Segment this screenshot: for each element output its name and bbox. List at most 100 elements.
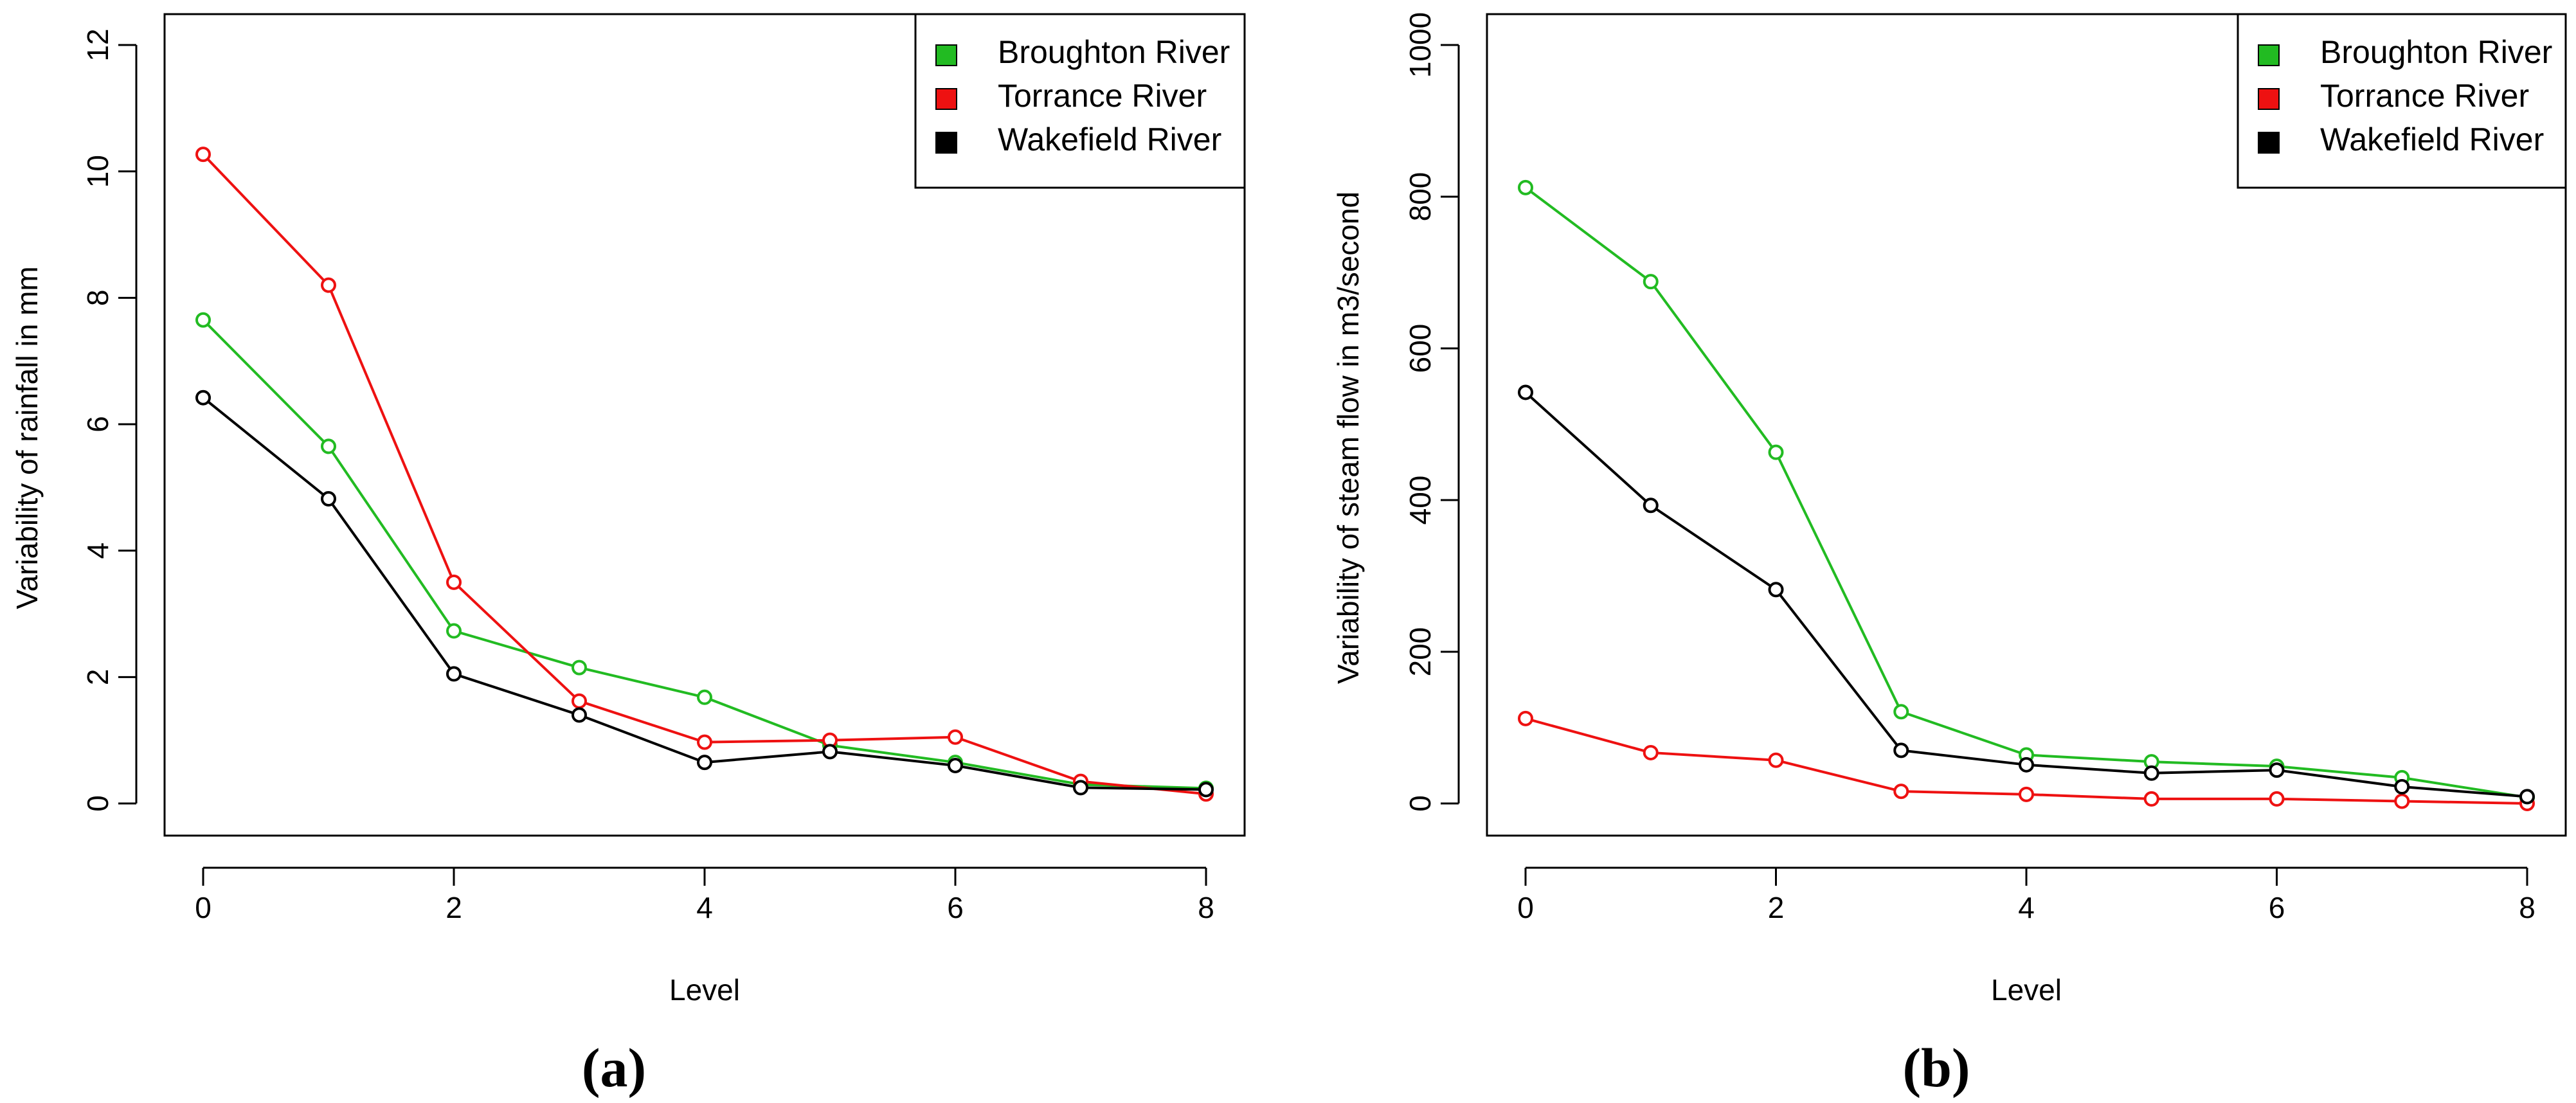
x-axis-label: Level: [669, 973, 740, 1007]
series-line: [1524, 186, 2528, 799]
data-point: [2394, 779, 2410, 795]
legend: Broughton River Torrance River Wakefield R…: [2237, 13, 2567, 189]
x-tick-label: 6: [2269, 891, 2285, 924]
y-tick-label: 10: [81, 155, 114, 188]
legend-swatch: [2258, 44, 2280, 66]
legend-swatch: [2258, 88, 2280, 110]
y-tick-label: 1000: [1403, 12, 1437, 78]
x-tick-label: 8: [2519, 891, 2535, 924]
data-point: [1643, 274, 1659, 290]
x-axis: 0 2 4 6 8: [195, 866, 1214, 924]
data-point: [948, 729, 963, 745]
y-axis-label: Variability of rainfall in mm: [10, 266, 44, 609]
data-point: [697, 734, 712, 750]
data-point: [195, 390, 211, 406]
y-tick-label: 0: [1403, 795, 1437, 812]
data-point: [572, 659, 587, 676]
data-point: [1643, 498, 1659, 514]
legend-label: Wakefield River: [998, 121, 1221, 157]
data-point: [2019, 757, 2034, 773]
legend-swatch: [2258, 132, 2280, 154]
x-axis-label: Level: [1991, 973, 2062, 1007]
data-point: [321, 491, 336, 507]
legend-label: Torrance River: [998, 78, 1207, 114]
y-tick-label: 800: [1403, 172, 1437, 222]
y-tick-label: 8: [81, 290, 114, 307]
data-point: [1893, 784, 1909, 800]
x-tick-label: 2: [446, 891, 462, 924]
x-tick-label: 2: [1768, 891, 1785, 924]
data-point: [2143, 791, 2159, 807]
data-point: [1643, 744, 1659, 760]
legend-swatch: [935, 88, 957, 110]
data-point: [446, 666, 462, 682]
series-line: [202, 319, 1207, 790]
data-point: [321, 438, 336, 454]
data-point: [2519, 789, 2535, 805]
data-point: [1518, 710, 1533, 726]
legend: Broughton River Torrance River Wakefield R…: [914, 13, 1246, 189]
legend-label: Torrance River: [2320, 78, 2529, 114]
legend-swatch: [935, 44, 957, 66]
legend-label: Broughton River: [998, 34, 1230, 70]
data-point: [572, 693, 587, 709]
panel-label: (a): [582, 1037, 646, 1099]
x-tick-label: 0: [195, 891, 212, 924]
legend-box: [914, 13, 1246, 189]
series-broughton-river: [1518, 179, 2535, 805]
data-point: [195, 312, 211, 328]
y-axis: 0 2 4 6 8 10 12: [81, 28, 138, 812]
panel-label: (b): [1902, 1037, 1970, 1099]
legend-swatch: [935, 132, 957, 154]
y-tick-label: 200: [1403, 627, 1437, 677]
y-tick-label: 2: [81, 669, 114, 686]
legend-label: Wakefield River: [2320, 121, 2544, 157]
y-tick-label: 600: [1403, 324, 1437, 373]
chart-b: 0 2 4 6 8 Level 0 200 400 600 800 1000 Variability o…: [1331, 12, 2567, 1099]
data-point: [1518, 384, 1533, 400]
data-point: [1518, 179, 1533, 195]
x-tick-label: 4: [2018, 891, 2035, 924]
y-tick-label: 0: [81, 795, 114, 812]
series-wakefield-river: [1518, 384, 2535, 805]
data-point: [2269, 791, 2285, 807]
data-point: [1198, 782, 1214, 798]
data-point: [2269, 762, 2285, 778]
x-axis: 0 2 4 6 8: [1517, 866, 2535, 924]
x-tick-label: 0: [1517, 891, 1534, 924]
data-point: [1768, 582, 1784, 598]
data-point: [446, 574, 462, 590]
series-line: [202, 397, 1207, 791]
data-point: [1893, 742, 1909, 758]
chart-a: 0 2 4 6 8 Level 0 2 4 6 8 10 12 Variability of rainfa…: [10, 13, 1246, 1099]
legend-label: Broughton River: [2320, 34, 2552, 70]
legend-box: [2237, 13, 2567, 189]
data-point: [2394, 793, 2410, 809]
data-point: [948, 758, 963, 773]
plot-frame: [163, 13, 1246, 837]
x-tick-label: 8: [1198, 891, 1214, 924]
y-tick-label: 12: [81, 28, 114, 61]
data-point: [195, 147, 211, 163]
series-broughton-river: [195, 312, 1214, 796]
data-point: [697, 755, 712, 771]
data-point: [2019, 786, 2034, 802]
data-point: [2143, 765, 2159, 781]
y-tick-label: 6: [81, 416, 114, 433]
data-point: [697, 689, 712, 705]
data-point: [572, 707, 587, 723]
y-axis: 0 200 400 600 800 1000: [1403, 12, 1460, 812]
data-point: [321, 277, 336, 293]
plot-frame: [1486, 13, 2567, 837]
series-wakefield-river: [195, 390, 1214, 798]
y-tick-label: 4: [81, 543, 114, 559]
data-point: [822, 744, 838, 760]
data-point: [1893, 704, 1909, 720]
x-tick-label: 6: [947, 891, 964, 924]
y-tick-label: 400: [1403, 476, 1437, 525]
data-point: [1768, 752, 1784, 768]
y-axis-label: Variability of steam flow in m3/second: [1331, 192, 1365, 684]
data-point: [1073, 780, 1088, 796]
data-point: [1768, 444, 1784, 460]
